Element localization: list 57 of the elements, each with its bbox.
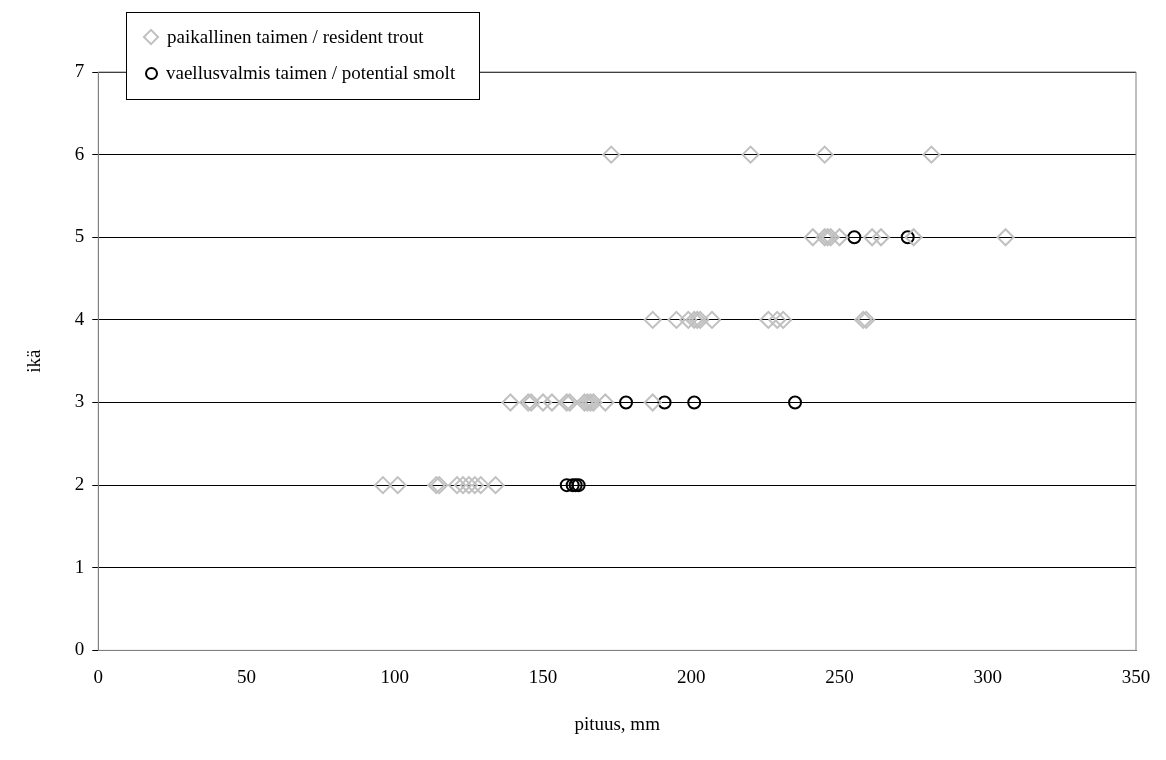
point bbox=[501, 393, 520, 412]
x-axis-title: pituus, mm bbox=[574, 712, 661, 734]
point bbox=[815, 145, 834, 164]
y-tick-label: 2 bbox=[74, 473, 85, 495]
point bbox=[657, 395, 672, 410]
point bbox=[922, 145, 941, 164]
x-tick-label: 250 bbox=[825, 665, 854, 687]
legend-label: paikallinen taimen / resident trout bbox=[167, 26, 424, 48]
point bbox=[774, 310, 793, 329]
point bbox=[703, 310, 722, 329]
point bbox=[768, 310, 787, 329]
point bbox=[559, 478, 574, 493]
point bbox=[619, 395, 634, 410]
x-tick-label: 150 bbox=[528, 665, 558, 687]
legend-label: vaellusvalmis taimen / potential smolt bbox=[166, 62, 456, 84]
point bbox=[830, 228, 849, 247]
x-tick-label: 0 bbox=[93, 665, 104, 687]
point bbox=[465, 476, 484, 495]
point bbox=[542, 393, 561, 412]
point bbox=[602, 145, 621, 164]
point bbox=[534, 393, 553, 412]
point bbox=[741, 145, 760, 164]
point bbox=[872, 228, 891, 247]
point bbox=[388, 476, 407, 495]
point bbox=[596, 393, 615, 412]
point bbox=[679, 310, 698, 329]
point bbox=[448, 476, 467, 495]
point bbox=[900, 230, 915, 245]
y-tick-label: 5 bbox=[74, 225, 85, 247]
x-tick-label: 350 bbox=[1121, 665, 1151, 687]
point bbox=[803, 228, 822, 247]
point bbox=[643, 310, 662, 329]
point bbox=[759, 310, 778, 329]
y-tick-label: 0 bbox=[74, 638, 85, 660]
x-tick-label: 50 bbox=[237, 665, 257, 687]
point bbox=[667, 310, 686, 329]
x-tick-label: 200 bbox=[677, 665, 706, 687]
point bbox=[471, 476, 490, 495]
x-tick-label: 300 bbox=[973, 665, 1003, 687]
point bbox=[486, 476, 505, 495]
point bbox=[643, 393, 662, 412]
y-tick-label: 4 bbox=[74, 307, 85, 329]
point bbox=[904, 228, 923, 247]
y-tick-label: 6 bbox=[74, 142, 85, 164]
point bbox=[687, 395, 702, 410]
y-tick-label: 7 bbox=[74, 59, 85, 81]
point bbox=[373, 476, 392, 495]
y-tick-label: 1 bbox=[74, 555, 85, 577]
point bbox=[847, 230, 862, 245]
point bbox=[459, 476, 478, 495]
point bbox=[863, 228, 882, 247]
y-tick-label: 3 bbox=[74, 390, 85, 412]
point bbox=[996, 228, 1015, 247]
point bbox=[453, 476, 472, 495]
y-axis-title: ikä bbox=[23, 349, 45, 373]
x-tick-label: 100 bbox=[380, 665, 410, 687]
point bbox=[788, 395, 803, 410]
